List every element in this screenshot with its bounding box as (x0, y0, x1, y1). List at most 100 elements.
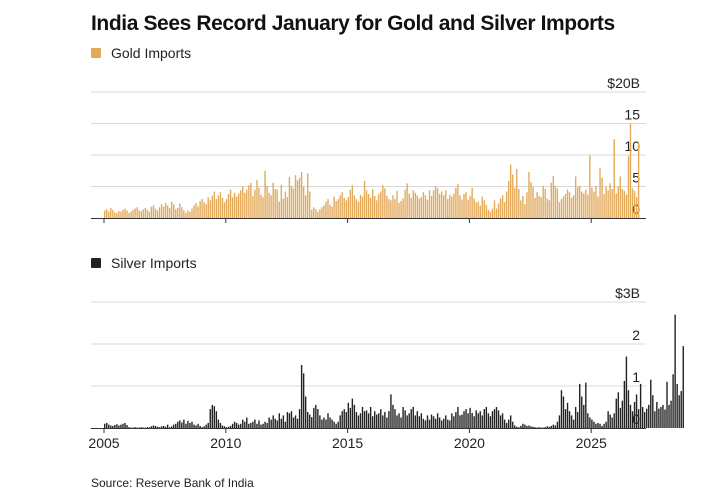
silver-bar (562, 396, 565, 428)
gold-bar (164, 202, 167, 218)
gold-bar (605, 187, 607, 218)
silver-bar (272, 415, 274, 428)
gold-bar (440, 191, 443, 218)
gold-bar (516, 168, 518, 218)
silver-bar (321, 419, 323, 428)
gold-y-tick-label: 5 (632, 170, 640, 186)
gold-bar (298, 177, 301, 218)
gold-bar (156, 210, 159, 218)
gold-bar (495, 208, 498, 218)
silver-bar (150, 426, 153, 428)
silver-bar (205, 424, 207, 428)
gold-bar (225, 199, 228, 218)
gold-bar (185, 212, 187, 218)
gold-bar (158, 207, 161, 218)
gold-bar (284, 191, 287, 218)
silver-bar (365, 410, 368, 428)
silver-bar (309, 414, 311, 428)
silver-bar (345, 412, 347, 428)
silver-bar (416, 411, 419, 428)
gold-bar (197, 206, 199, 218)
gold-bar (128, 212, 130, 218)
silver-bar (246, 417, 248, 428)
silver-bar (225, 427, 228, 428)
gold-bar (118, 211, 120, 218)
silver-bar (114, 425, 116, 428)
silver-bar (258, 420, 260, 428)
gold-bar (221, 197, 224, 218)
gold-bar (436, 188, 439, 218)
silver-bar (408, 413, 410, 428)
silver-bar (507, 419, 510, 428)
gold-bar (597, 196, 599, 218)
gold-bar (595, 185, 597, 218)
silver-bar (402, 407, 404, 428)
gold-bar (426, 199, 429, 218)
gold-bar (558, 202, 561, 218)
gold-bar (418, 198, 421, 218)
silver-bar (278, 413, 280, 428)
silver-bar (327, 413, 329, 428)
gold-bar (617, 186, 619, 218)
gold-bar (266, 185, 268, 218)
gold-bar (625, 194, 628, 218)
silver-bar (566, 402, 569, 428)
gold-bar (461, 199, 463, 218)
gold-bar (223, 202, 226, 218)
gold-bar (331, 206, 333, 218)
silver-bar (520, 425, 522, 428)
silver-bar (262, 423, 264, 428)
silver-bar (495, 407, 498, 428)
silver-bar (568, 411, 571, 428)
silver-bar (337, 421, 339, 428)
gold-bar (276, 189, 278, 218)
silver-bar (140, 427, 142, 428)
silver-bar (315, 404, 317, 428)
silver-bar (373, 411, 376, 428)
silver-bar (134, 427, 136, 428)
gold-bar (635, 197, 638, 218)
gold-bar (603, 194, 605, 218)
silver-bar (556, 421, 559, 428)
silver-bar (526, 425, 528, 428)
gold-bar (512, 174, 514, 218)
gold-bar (313, 207, 315, 218)
gold-bar (231, 197, 234, 218)
silver-bar (516, 426, 518, 428)
gold-bar (473, 198, 475, 218)
gold-bar (146, 209, 149, 218)
silver-bar (483, 409, 486, 428)
silver-bar (505, 422, 508, 428)
gold-bar (353, 195, 356, 218)
silver-bar (420, 413, 423, 428)
gold-bar (205, 204, 207, 218)
gold-bar (388, 199, 390, 218)
gold-bar (319, 209, 321, 218)
silver-bar (313, 407, 315, 428)
silver-bar (410, 409, 412, 428)
silver-bar (570, 415, 573, 428)
silver-bar (300, 365, 303, 428)
gold-bar (459, 195, 461, 218)
gold-bar (540, 197, 542, 218)
silver-bar (116, 424, 118, 428)
silver-bar (191, 421, 193, 428)
gold-bar (361, 196, 364, 218)
silver-bar (187, 420, 189, 428)
gold-bar (493, 200, 496, 218)
silver-bar (177, 421, 179, 428)
silver-bar (341, 411, 343, 428)
silver-bar (583, 404, 585, 428)
gold-bar (430, 195, 433, 218)
gold-bar (240, 190, 242, 218)
gold-bar (633, 190, 636, 218)
gold-bar (148, 211, 151, 218)
silver-bar (676, 383, 678, 428)
gold-bar (235, 196, 238, 218)
silver-bar (351, 398, 354, 428)
silver-bar (168, 427, 171, 428)
gold-bar (233, 192, 236, 218)
silver-bar (256, 423, 258, 428)
gold-bar (166, 205, 169, 218)
